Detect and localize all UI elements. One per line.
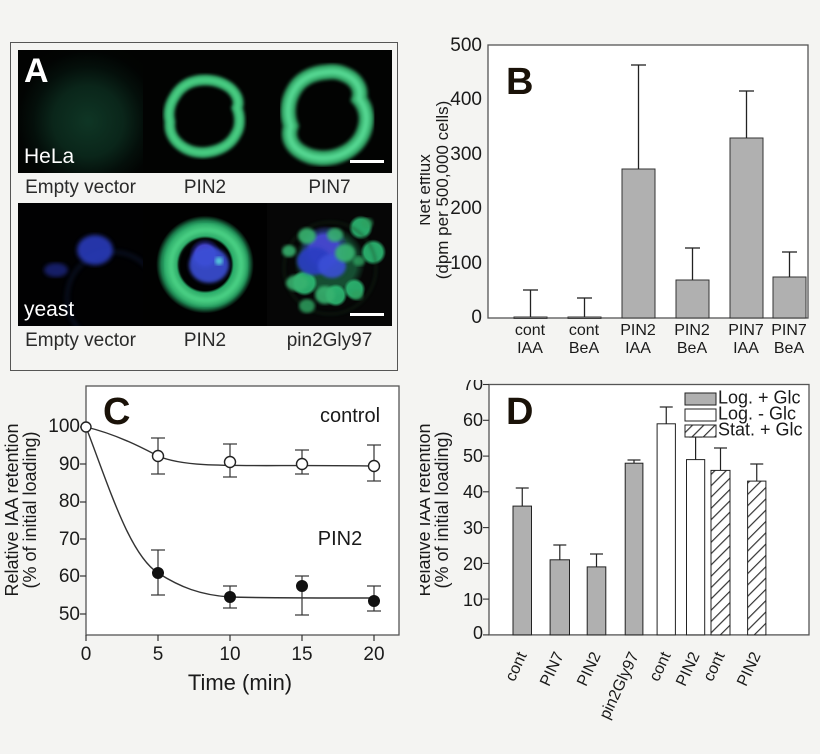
svg-text:50: 50 <box>463 446 483 466</box>
svg-text:PIN2: PIN2 <box>620 322 656 339</box>
svg-text:cont: cont <box>502 649 530 684</box>
svg-text:300: 300 <box>450 144 482 165</box>
svg-text:400: 400 <box>450 89 482 110</box>
svg-text:control: control <box>320 405 380 427</box>
svg-text:90: 90 <box>59 454 80 475</box>
svg-text:BeA: BeA <box>569 340 600 357</box>
svg-text:70: 70 <box>463 380 483 394</box>
svg-text:200: 200 <box>450 198 482 219</box>
svg-text:PIN2: PIN2 <box>734 649 764 689</box>
svg-text:Time (min): Time (min) <box>188 670 292 695</box>
svg-text:cont: cont <box>646 649 674 684</box>
svg-text:Relative IAA retention: Relative IAA retention <box>2 423 22 596</box>
svg-text:0: 0 <box>473 623 483 643</box>
svg-text:40: 40 <box>463 482 483 502</box>
svg-text:100: 100 <box>450 253 482 274</box>
svg-text:IAA: IAA <box>733 340 759 357</box>
svg-text:20: 20 <box>463 554 483 574</box>
svg-text:IAA: IAA <box>625 340 651 357</box>
svg-text:70: 70 <box>59 529 80 550</box>
svg-text:0: 0 <box>471 307 482 328</box>
svg-text:PIN2: PIN2 <box>318 528 362 550</box>
svg-text:60: 60 <box>59 566 80 587</box>
svg-text:PIN7: PIN7 <box>771 322 807 339</box>
svg-text:30: 30 <box>463 518 483 538</box>
svg-text:20: 20 <box>363 644 384 665</box>
svg-text:5: 5 <box>153 644 164 665</box>
svg-text:50: 50 <box>59 604 80 625</box>
svg-text:BeA: BeA <box>677 340 708 357</box>
svg-text:(% of initial loading): (% of initial loading) <box>20 431 40 588</box>
svg-text:BeA: BeA <box>774 340 805 357</box>
svg-text:C: C <box>103 391 130 433</box>
svg-text:15: 15 <box>291 644 312 665</box>
svg-text:Stat. + Glc: Stat. + Glc <box>718 420 803 440</box>
svg-text:(dpm per 500,000 cells): (dpm per 500,000 cells) <box>433 101 452 280</box>
svg-text:500: 500 <box>450 35 482 56</box>
svg-text:cont: cont <box>569 322 600 339</box>
svg-text:B: B <box>506 61 533 103</box>
svg-text:60: 60 <box>463 410 483 430</box>
svg-text:pin2Gly97: pin2Gly97 <box>597 649 643 722</box>
svg-text:PIN7: PIN7 <box>728 322 764 339</box>
svg-text:cont: cont <box>700 649 728 684</box>
svg-text:PIN2: PIN2 <box>673 649 703 689</box>
svg-text:cont: cont <box>515 322 546 339</box>
svg-text:(% of initial loading): (% of initial loading) <box>432 431 452 588</box>
svg-text:D: D <box>506 391 533 433</box>
svg-text:Net efflux: Net efflux <box>420 154 434 226</box>
svg-text:PIN7: PIN7 <box>537 649 567 689</box>
svg-text:IAA: IAA <box>517 340 543 357</box>
svg-text:10: 10 <box>219 644 240 665</box>
svg-text:100: 100 <box>48 416 80 437</box>
svg-text:10: 10 <box>463 590 483 610</box>
svg-text:PIN2: PIN2 <box>674 322 710 339</box>
svg-text:PIN2: PIN2 <box>574 649 604 689</box>
svg-text:0: 0 <box>81 644 92 665</box>
svg-text:80: 80 <box>59 491 80 512</box>
